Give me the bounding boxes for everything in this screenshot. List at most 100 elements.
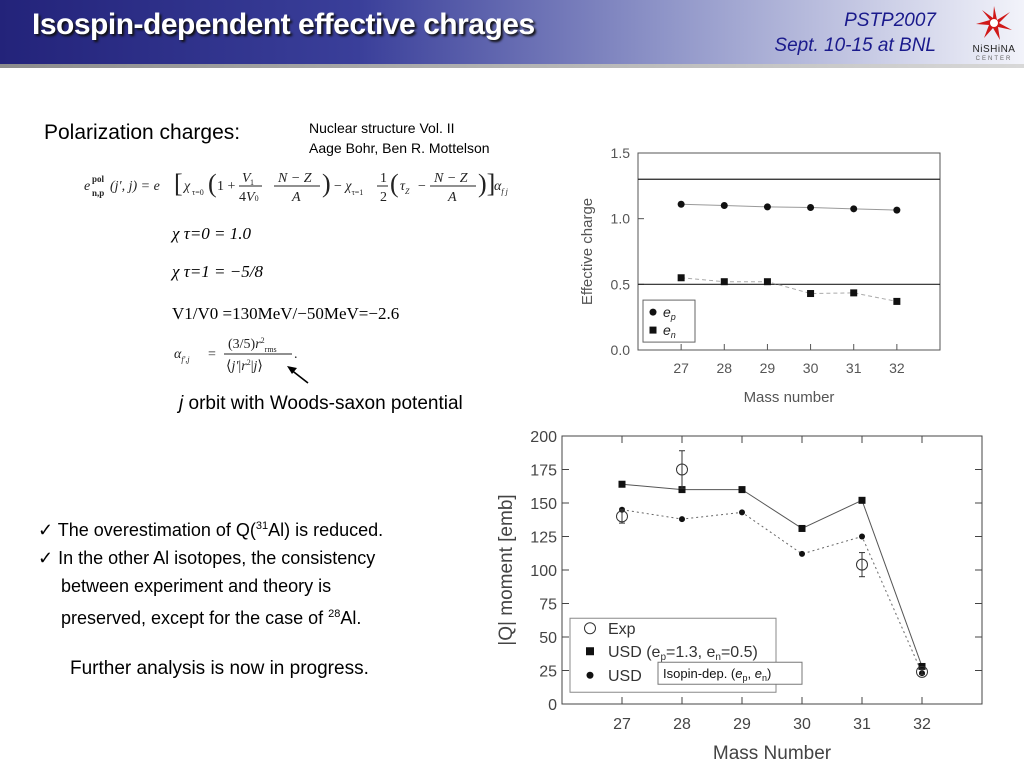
conference-info: PSTP2007 Sept. 10-15 at BNL — [774, 8, 936, 58]
svg-text:n,p: n,p — [92, 188, 104, 198]
data-point-usd-dep — [859, 533, 865, 540]
inset-text: ) — [767, 666, 771, 681]
y-tick-label: 75 — [539, 597, 557, 614]
svg-text:V: V — [242, 171, 252, 186]
inset-text: , — [748, 666, 755, 681]
equation-chi0: χ τ=0 = 1.0 — [172, 224, 252, 243]
x-tick-label: 30 — [803, 360, 819, 376]
svg-text:1: 1 — [380, 171, 387, 186]
legend-subscript: n — [671, 330, 676, 340]
y-tick-label: 150 — [530, 496, 557, 513]
svg-text:τ=0: τ=0 — [192, 188, 204, 197]
svg-text:χ: χ — [182, 179, 191, 194]
legend-box — [642, 299, 696, 343]
svg-text:(: ( — [208, 169, 217, 198]
data-point-e_n — [677, 274, 685, 282]
data-point-e_p — [807, 204, 815, 212]
conference-name: PSTP2007 — [844, 10, 936, 31]
header-divider — [0, 64, 1024, 68]
checkmark-icon: ✓ — [38, 520, 54, 540]
y-tick-label: 0 — [548, 697, 557, 714]
inset-subscript: n — [762, 673, 767, 683]
svg-text:): ) — [322, 169, 331, 198]
data-point-exp — [676, 463, 688, 476]
orbit-annotation: j orbit with Woods-saxon potential — [179, 393, 463, 415]
data-point-e_n — [807, 290, 815, 298]
svg-text:(j′, j) = e: (j′, j) = e — [110, 179, 160, 194]
bullet-2-sup: 28 — [328, 608, 341, 620]
bullet-2-line-2: between experiment and theory is — [61, 576, 332, 596]
data-point-e_p — [720, 202, 728, 210]
legend-entry-usd-dep: USD — [608, 668, 642, 685]
x-tick-label: 31 — [846, 360, 862, 376]
x-tick-label: 31 — [853, 716, 871, 733]
equation-potential-ratio: V1/V0 =130MeV/−50MeV=−2.6 — [172, 304, 400, 323]
data-point-e_n — [763, 278, 771, 286]
data-point-usd — [858, 496, 866, 504]
inset-text: Isopin-dep. ( — [663, 666, 736, 681]
y-tick-label: 25 — [539, 664, 557, 681]
legend-subscript: p — [670, 312, 676, 322]
data-point-usd — [678, 486, 686, 494]
y-axis-label: Effective charge — [579, 198, 596, 305]
conference-dates: Sept. 10-15 at BNL — [774, 35, 936, 56]
y-tick-label: 50 — [539, 630, 557, 647]
x-tick-label: 27 — [613, 716, 631, 733]
legend-marker — [649, 326, 657, 334]
y-tick-label: 175 — [530, 463, 557, 480]
quadrupole-moment-chart: 0 25 50 75 100 125 150 175 200 27 28 29 30 31 32 Mass N… — [496, 429, 983, 764]
data-point-usd — [738, 486, 746, 494]
x-tick-label: 28 — [716, 360, 732, 376]
bullet-2-line-3: preserved, except for the case of 28Al. — [38, 600, 383, 632]
svg-text:e: e — [84, 179, 90, 194]
series-line-usd — [621, 483, 923, 667]
legend-text: =0.5) — [721, 644, 758, 661]
svg-text:[: [ — [174, 169, 183, 198]
svg-text:N − Z: N − Z — [277, 171, 312, 186]
svg-text:(3/5)r2rms: (3/5)r2rms — [228, 336, 277, 354]
data-point-e_p — [850, 205, 858, 213]
svg-text:τZ: τZ — [400, 179, 410, 196]
plot-frame — [637, 152, 941, 351]
series-line-e_p — [681, 203, 897, 211]
data-point-exp — [916, 665, 928, 678]
inset-text: e — [735, 666, 742, 681]
x-tick-label: 29 — [760, 360, 776, 376]
reference-line-1: Nuclear structure Vol. II — [309, 120, 455, 136]
data-point-usd — [798, 524, 806, 532]
bullet-2-line-3-post: Al. — [340, 608, 362, 628]
data-point-e_p — [763, 203, 771, 211]
y-tick-label: 0.0 — [611, 342, 631, 358]
data-point-e_n — [893, 297, 901, 305]
nishina-logo: NiSHiNA CENTER — [966, 2, 1022, 62]
legend-subscript: n — [715, 652, 721, 663]
legend-subscript: p — [660, 652, 666, 663]
svg-text:1: 1 — [250, 178, 254, 187]
further-analysis: Further analysis is now in progress. — [70, 658, 369, 679]
x-axis-label: Mass Number — [713, 743, 832, 764]
alpha-formula: αf′,j = (3/5)r2rms ⟨j′|r2|j⟩ . — [174, 336, 298, 374]
svg-text:2: 2 — [380, 190, 387, 205]
effective-charge-chart: 0.0 0.5 1.0 1.5 27 28 29 30 31 32 Mass number Effec… — [579, 145, 941, 405]
legend-marker-usd-dep — [586, 671, 594, 679]
slide-title: Isospin-dependent effective chrages — [32, 8, 535, 41]
y-tick-label: 0.5 — [611, 276, 631, 292]
x-tick-label: 32 — [913, 716, 931, 733]
x-tick-label: 28 — [673, 716, 691, 733]
bullet-1-post: Al) is reduced. — [268, 520, 384, 540]
data-point-usd-dep — [739, 509, 745, 516]
svg-text:4V0: 4V0 — [239, 190, 259, 205]
bullet-1-sup: 31 — [255, 520, 269, 532]
title-bar — [0, 0, 1024, 64]
orbit-annotation-text: orbit with Woods-saxon potential — [183, 393, 463, 414]
x-tick-label: 30 — [793, 716, 811, 733]
data-point-exp — [616, 510, 628, 523]
legend-marker-usd — [586, 647, 594, 656]
y-tick-label: 1.0 — [611, 211, 631, 227]
logo-subtext: CENTER — [975, 56, 1013, 62]
data-point-e_n — [720, 278, 728, 286]
bullet-list: ✓ The overestimation of Q(31Al) is reduc… — [38, 512, 383, 632]
legend-marker — [649, 308, 657, 316]
x-tick-label: 29 — [733, 716, 751, 733]
